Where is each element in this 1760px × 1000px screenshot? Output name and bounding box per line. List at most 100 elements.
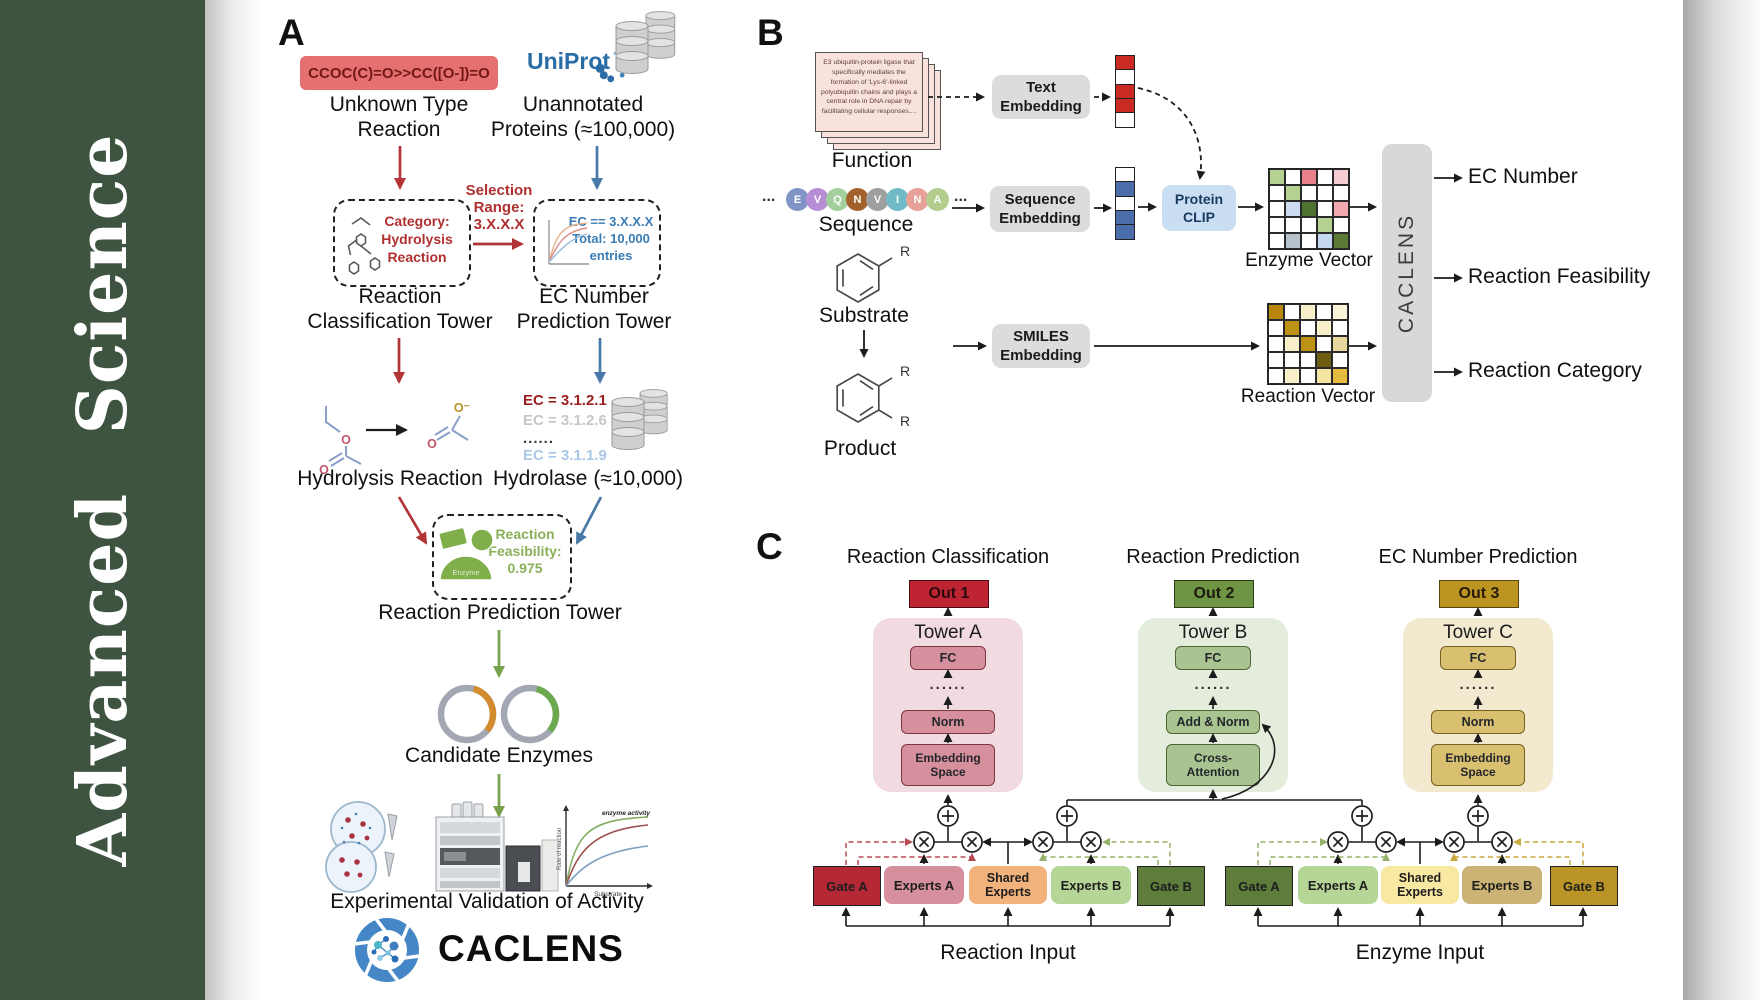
grid-cell bbox=[1316, 368, 1332, 384]
output-reaction-feasibility: Reaction Feasibility bbox=[1468, 265, 1651, 288]
panel-b-arrows bbox=[859, 87, 1463, 377]
tower-c-embedding-space: Embedding Space bbox=[1431, 744, 1525, 786]
substrate-r-label: R bbox=[900, 243, 910, 259]
grid-cell bbox=[1300, 368, 1316, 384]
ec-list-item: EC = 3.1.2.6 bbox=[523, 412, 607, 429]
grid-cell bbox=[1332, 304, 1348, 320]
add-node bbox=[1351, 805, 1373, 827]
unknown-reaction-label: Unknown Type Reaction bbox=[329, 93, 469, 141]
tower-b: Tower B FC ...... Add & Norm Cross- Atte… bbox=[1138, 618, 1288, 792]
sequence-embedding-vector bbox=[1115, 167, 1135, 241]
multiply-node bbox=[1080, 831, 1102, 853]
grid-cell bbox=[1268, 352, 1284, 368]
residue-V: V bbox=[866, 188, 889, 211]
grid-cell bbox=[1300, 352, 1316, 368]
reaction-vector-grid bbox=[1267, 303, 1349, 385]
moe-nodes bbox=[913, 805, 1513, 853]
tower-c-title: Tower C bbox=[1443, 622, 1513, 643]
grid-cell bbox=[1269, 185, 1285, 201]
tower-a-embedding-space: Embedding Space bbox=[901, 744, 995, 786]
petri-dish-icons bbox=[325, 801, 398, 893]
grid-cell bbox=[1317, 185, 1333, 201]
residue-V: V bbox=[806, 188, 829, 211]
grid-cell bbox=[1285, 169, 1301, 185]
grid-cell bbox=[1316, 352, 1332, 368]
residue-N: N bbox=[906, 188, 929, 211]
grid-cell bbox=[1301, 233, 1317, 249]
sequence-label: Sequence bbox=[818, 213, 914, 236]
multiply-node bbox=[1375, 831, 1397, 853]
caclens-bar: CACLENS bbox=[1382, 144, 1432, 402]
caclens-logo-text: CACLENS bbox=[438, 928, 624, 969]
output-reaction-category: Reaction Category bbox=[1468, 359, 1642, 382]
grid-cell bbox=[1285, 201, 1301, 217]
grid-cell bbox=[1316, 336, 1332, 352]
tower-c: Tower C FC ...... Norm Embedding Space bbox=[1403, 618, 1553, 792]
enzyme-experts-a: Experts A bbox=[1298, 866, 1378, 904]
ec-list-item: ...... bbox=[523, 430, 555, 447]
tower-c-fc: FC bbox=[1440, 646, 1516, 670]
database-icon-proteins bbox=[616, 12, 675, 74]
title-reaction-prediction: Reaction Prediction bbox=[1126, 546, 1300, 568]
gate-dashed-lines bbox=[845, 838, 1584, 865]
tower-a-norm: Norm bbox=[901, 710, 995, 734]
page-shadow-right bbox=[1683, 0, 1760, 1000]
sequence-ellipsis-left: ... bbox=[762, 188, 776, 205]
grid-cell bbox=[1301, 169, 1317, 185]
ec-list: EC = 3.1.2.1 EC = 3.1.2.6...... EC = 3.1.1… bbox=[523, 391, 607, 466]
page-shadow-left bbox=[205, 0, 263, 1000]
grid-cell bbox=[1285, 233, 1301, 249]
grid-cell bbox=[1269, 169, 1285, 185]
text-embedding-box: Text Embedding bbox=[992, 75, 1090, 119]
journal-name: Advanced Science bbox=[62, 133, 143, 867]
reaction-prediction-tower-label: Reaction Prediction Tower bbox=[378, 601, 622, 624]
unannotated-proteins-label: Unannotated Proteins (≈100,000) bbox=[490, 93, 676, 141]
grid-cell bbox=[1333, 233, 1349, 249]
reaction-prediction-box: Reaction Feasibility: 0.975 bbox=[432, 514, 572, 600]
candidate-enzymes-label: Candidate Enzymes bbox=[405, 744, 593, 767]
vector-cell bbox=[1115, 112, 1135, 129]
tower-b-dots: ...... bbox=[1194, 676, 1232, 693]
reaction-experts-b: Experts B bbox=[1051, 866, 1131, 904]
out1-box: Out 1 bbox=[909, 580, 989, 608]
plasmid-icons bbox=[437, 684, 560, 744]
grid-cell bbox=[1268, 368, 1284, 384]
tower-a-fc: FC bbox=[910, 646, 986, 670]
function-card-text: E3 ubiquitin-protein ligase that specifi… bbox=[821, 59, 917, 116]
grid-cell bbox=[1301, 217, 1317, 233]
tower-a: Tower A FC ...... Norm Embedding Space bbox=[873, 618, 1023, 792]
grid-cell bbox=[1317, 201, 1333, 217]
grid-cell bbox=[1284, 304, 1300, 320]
kinetics-graph: Rate of reaction Substrate enzyme activi… bbox=[557, 805, 653, 898]
enzyme-experts-b: Experts B bbox=[1462, 866, 1542, 904]
grid-cell bbox=[1333, 217, 1349, 233]
panel-b-label: B bbox=[757, 12, 784, 53]
multiply-node bbox=[1032, 831, 1054, 853]
tower-b-fc: FC bbox=[1175, 646, 1251, 670]
enzyme-shared-experts: Shared Experts bbox=[1381, 866, 1459, 904]
grid-cell bbox=[1268, 304, 1284, 320]
out2-box: Out 2 bbox=[1174, 580, 1254, 608]
product-structure bbox=[836, 373, 893, 423]
grid-cell bbox=[1301, 201, 1317, 217]
kinetics-annotation: enzyme activity bbox=[602, 810, 650, 817]
grid-cell bbox=[1316, 304, 1332, 320]
smiles-embedding-box: SMILES Embedding bbox=[992, 324, 1090, 368]
grid-cell bbox=[1332, 368, 1348, 384]
sequence-ellipsis-right: ... bbox=[954, 188, 968, 205]
enzyme-gate-a: Gate A bbox=[1225, 866, 1293, 906]
tower-b-cross-attention: Cross- Attention bbox=[1166, 744, 1260, 786]
grid-cell bbox=[1269, 201, 1285, 217]
tower-c-dots: ...... bbox=[1459, 676, 1497, 693]
enzyme-input-label: Enzyme Input bbox=[1355, 941, 1485, 964]
grid-cell bbox=[1317, 169, 1333, 185]
enzyme-vector-grid bbox=[1268, 168, 1350, 250]
reaction-experts-a: Experts A bbox=[884, 866, 964, 904]
reaction-gate-b: Gate B bbox=[1137, 866, 1205, 906]
tower-a-title: Tower A bbox=[914, 622, 982, 643]
multiply-node bbox=[913, 831, 935, 853]
grid-cell bbox=[1317, 217, 1333, 233]
grid-cell bbox=[1284, 352, 1300, 368]
category-text: Category: Hydrolysis Reaction bbox=[381, 213, 453, 265]
